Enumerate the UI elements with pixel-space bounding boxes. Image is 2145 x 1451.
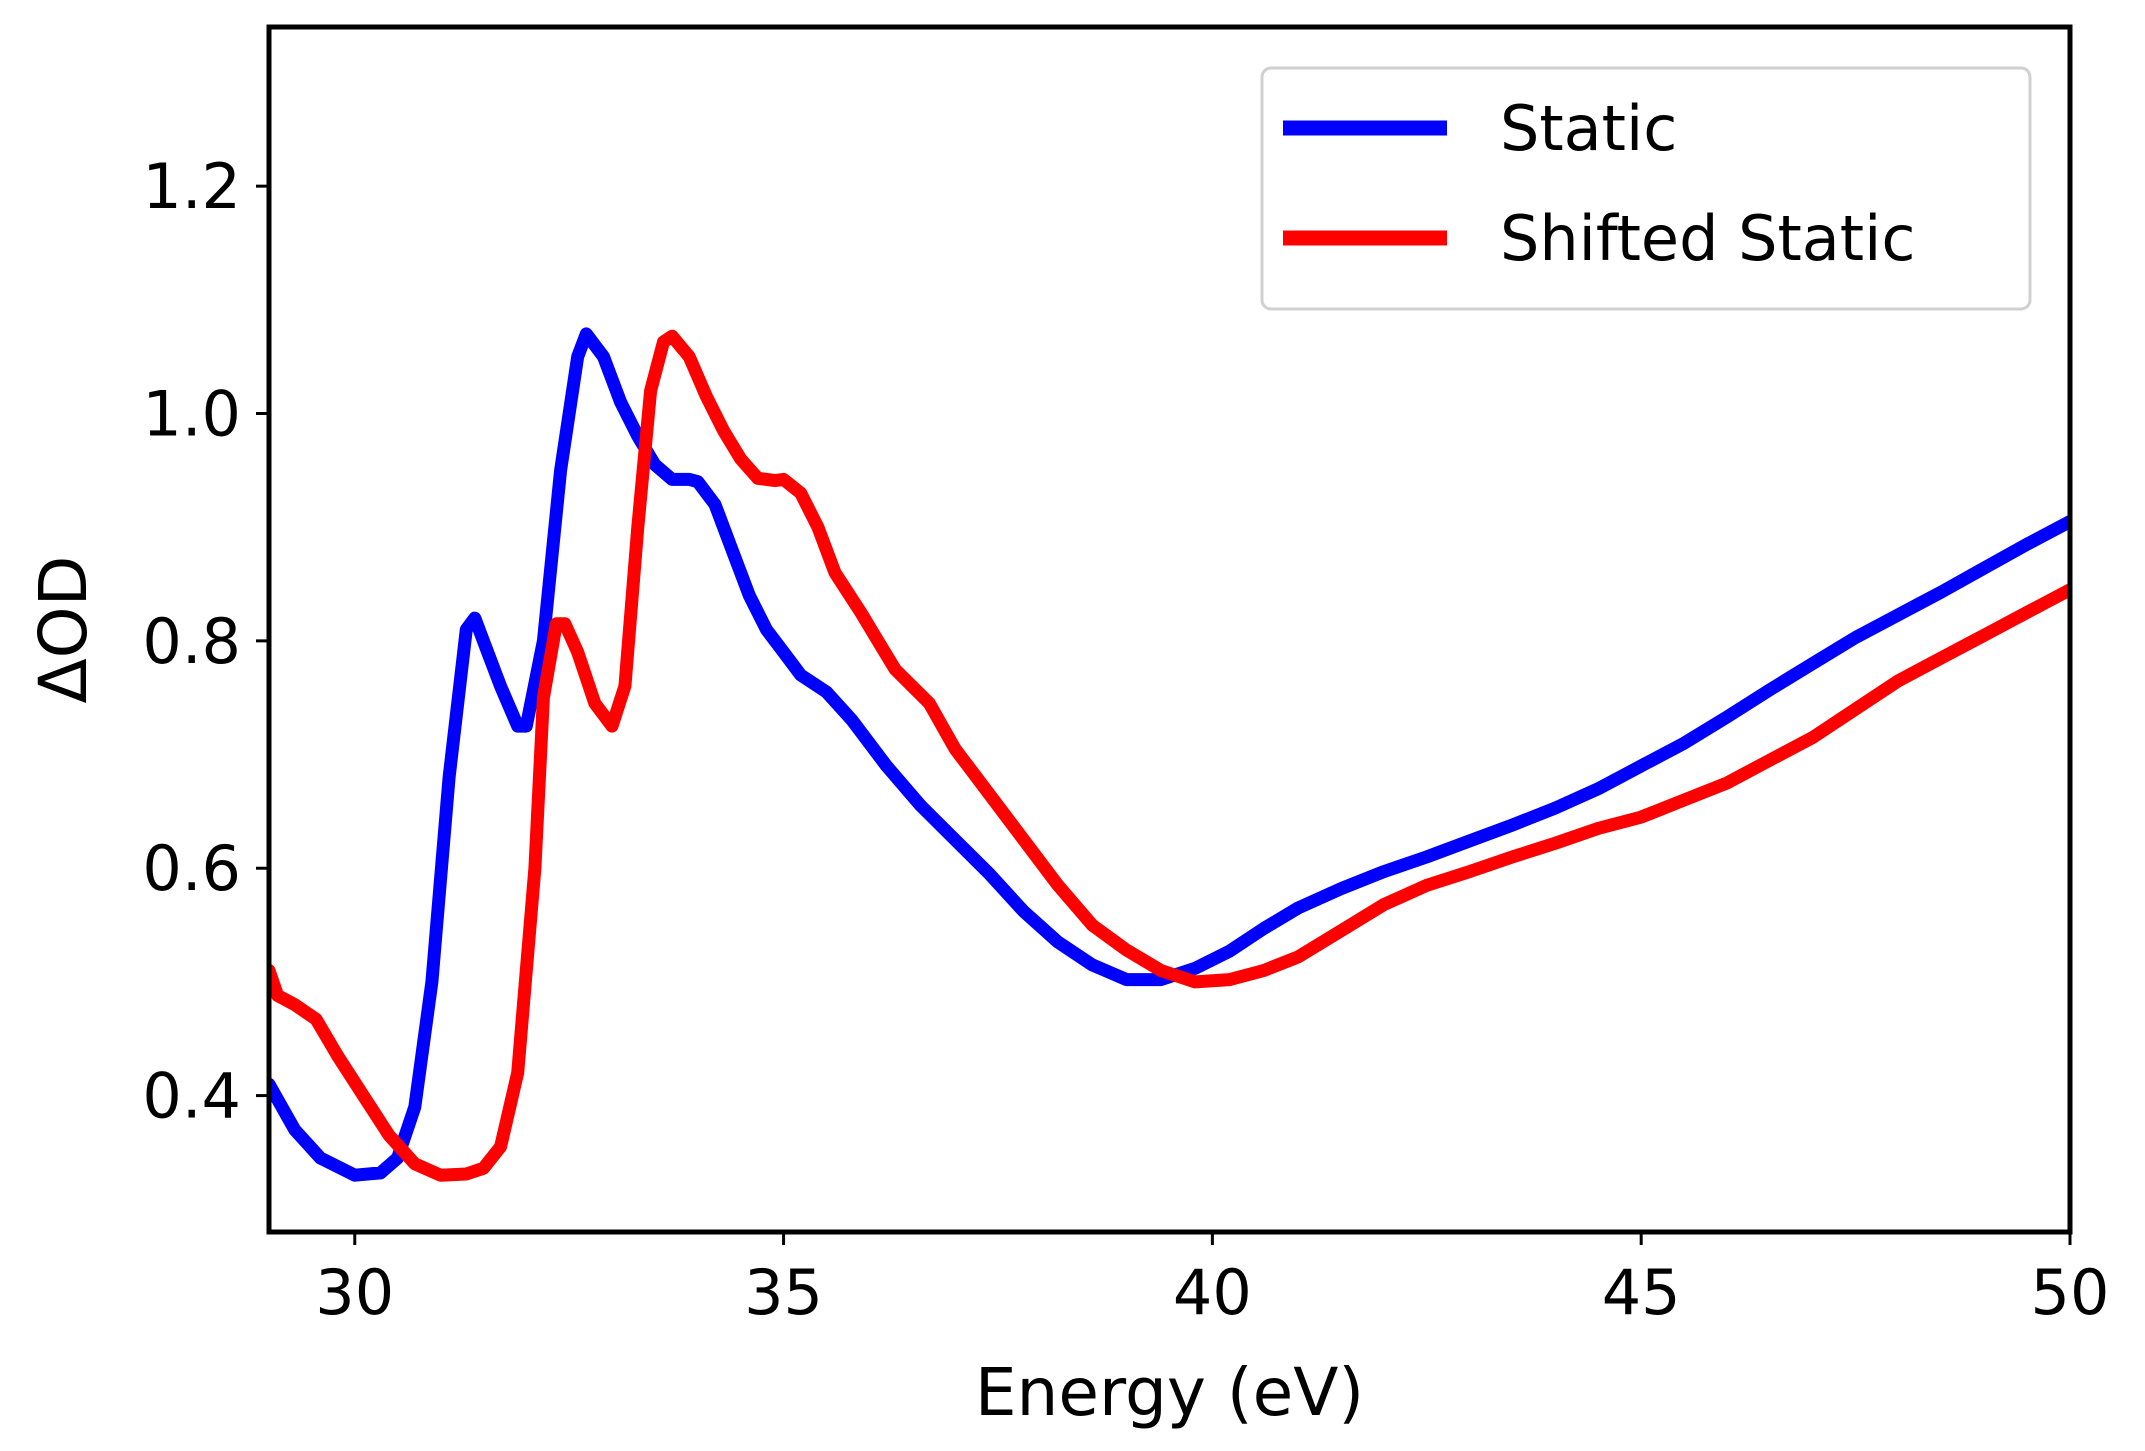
series-line-static	[269, 327, 2070, 1182]
legend-box	[1260, 66, 2032, 311]
y-tick-label: 1.0	[142, 378, 241, 451]
x-tick-label: 30	[315, 1256, 394, 1329]
plot-frame	[266, 24, 2073, 1235]
x-tick-label: 35	[744, 1256, 823, 1329]
legend-label-shifted-static: Shifted Static	[1500, 202, 1915, 275]
y-tick-label: 0.6	[142, 832, 241, 905]
x-axis-label: Energy (eV)	[975, 1354, 1364, 1431]
x-tick-label: 50	[2031, 1256, 2110, 1329]
x-tick-label: 40	[1173, 1256, 1252, 1329]
legend-label-static: Static	[1500, 92, 1677, 165]
y-axis: 0.4 0.6 0.8 1.0 1.2	[142, 150, 269, 1133]
legend: Static Shifted Static	[1260, 66, 2032, 311]
series-line-shifted-static	[269, 329, 2070, 1182]
x-axis: 30 35 40 45 50	[315, 1232, 2109, 1329]
x-tick-label: 45	[1602, 1256, 1681, 1329]
y-tick-label: 0.8	[142, 605, 241, 678]
series-layer	[269, 327, 2070, 1182]
y-tick-label: 0.4	[142, 1060, 241, 1133]
y-tick-label: 1.2	[142, 150, 241, 223]
y-axis-label: ΔOD	[25, 556, 102, 704]
